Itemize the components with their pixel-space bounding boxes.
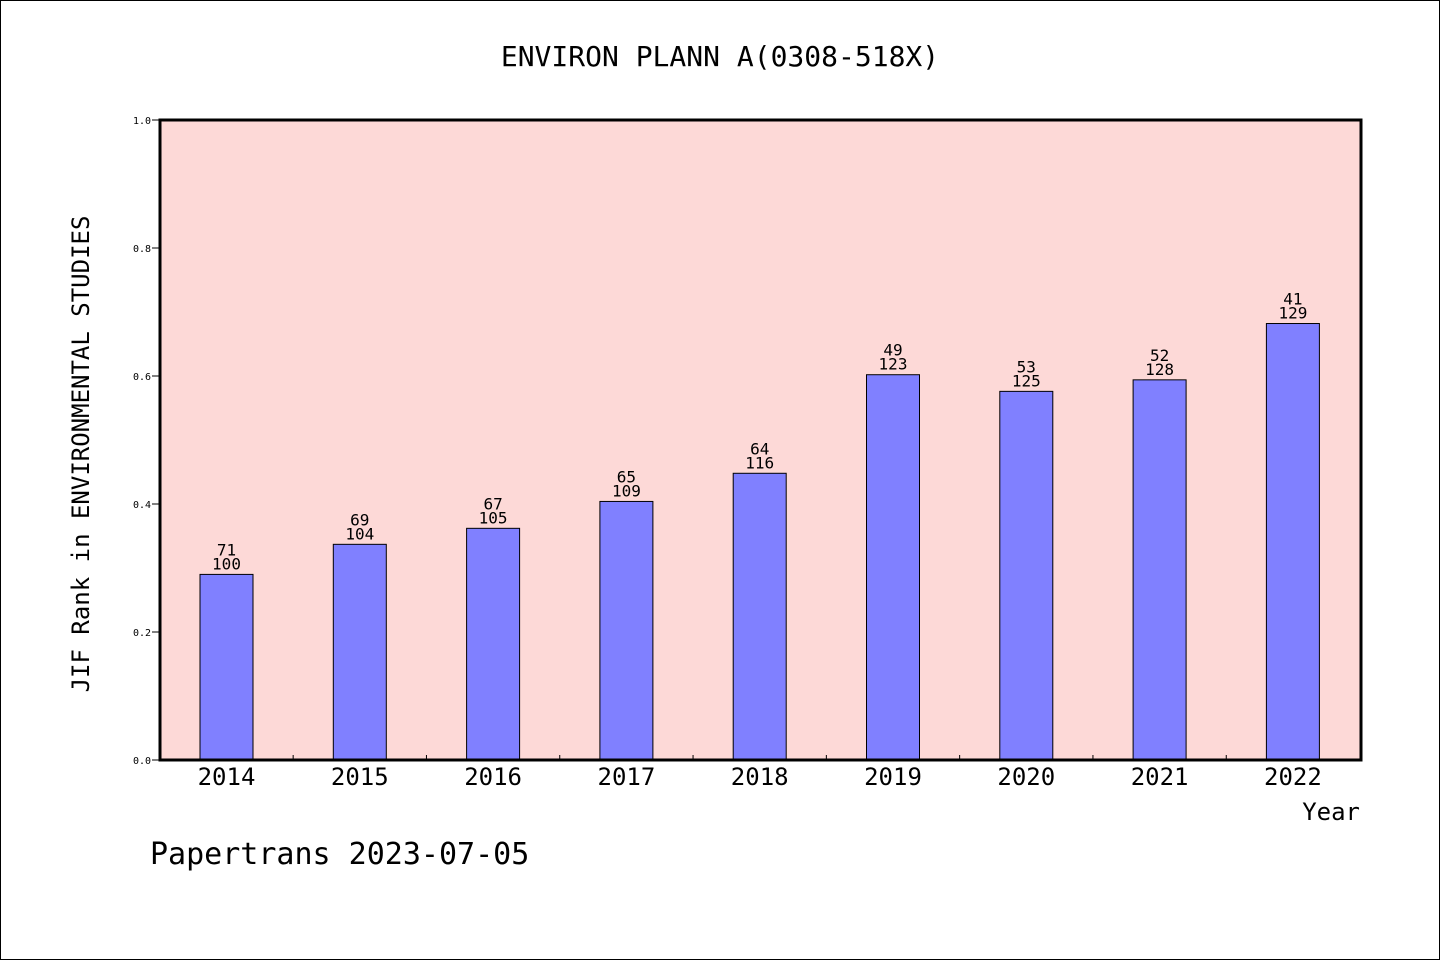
bar-rank-label: 41 <box>1283 290 1302 309</box>
plot-border <box>158 118 1363 762</box>
bar-rank-label: 65 <box>617 467 636 486</box>
bar <box>332 543 387 761</box>
bar-rank-label: 71 <box>217 540 236 559</box>
bar-total-label: 105 <box>479 508 508 527</box>
bar-rank-label: 53 <box>1017 357 1036 376</box>
bar <box>732 472 787 761</box>
y-tick-label: 1.0 <box>133 116 151 127</box>
y-tick-label: 0.0 <box>133 756 151 767</box>
bar-total-label: 123 <box>879 355 908 374</box>
bar <box>1265 323 1320 761</box>
bar-rank-label: 52 <box>1150 346 1169 365</box>
x-tick-label: 2019 <box>864 763 922 791</box>
x-tick-label: 2018 <box>731 763 789 791</box>
y-tick-label: 0.2 <box>133 628 151 639</box>
bar <box>1132 379 1187 761</box>
x-axis-title: Year <box>1302 798 1360 826</box>
bar <box>999 390 1054 761</box>
bar-total-label: 129 <box>1278 304 1307 323</box>
bar-total-label: 104 <box>345 524 374 543</box>
bar <box>866 374 920 761</box>
bar-rank-label: 64 <box>750 439 769 458</box>
x-tick-label: 2014 <box>198 763 256 791</box>
x-tick-label: 2022 <box>1264 763 1322 791</box>
x-tick-label: 2016 <box>464 763 522 791</box>
y-tick-label: 0.4 <box>133 500 151 511</box>
x-tick-label: 2015 <box>331 763 389 791</box>
bar-total-label: 116 <box>745 453 774 472</box>
y-axis: 0.0 0.2 0.4 0.6 0.8 1.0 <box>133 116 160 767</box>
chart-title: ENVIRON PLANN A(0308-518X) <box>501 40 939 73</box>
footer-credit: Papertrans 2023-07-05 <box>150 837 529 872</box>
bar-total-label: 125 <box>1012 371 1041 390</box>
x-tick-label: 2017 <box>598 763 656 791</box>
bar-total-label: 100 <box>212 554 241 573</box>
bar-total-label: 128 <box>1145 360 1174 379</box>
bar-rank-label: 67 <box>483 494 502 513</box>
bar <box>199 573 254 761</box>
y-tick-label: 0.6 <box>133 372 151 383</box>
bar <box>599 500 654 761</box>
x-tick-label: 2021 <box>1131 763 1189 791</box>
bar-rank-label: 69 <box>350 510 369 529</box>
bar-total-label: 109 <box>612 481 641 500</box>
x-tick-label: 2020 <box>997 763 1055 791</box>
bar <box>466 527 521 761</box>
y-tick-label: 0.8 <box>133 244 151 255</box>
bar-rank-label: 49 <box>883 341 902 360</box>
x-axis: 2014 2015 2016 2017 2018 2019 2020 2021 2022 <box>198 755 1322 791</box>
y-axis-title: JIF Rank in ENVIRONMENTAL STUDIES <box>67 216 95 693</box>
